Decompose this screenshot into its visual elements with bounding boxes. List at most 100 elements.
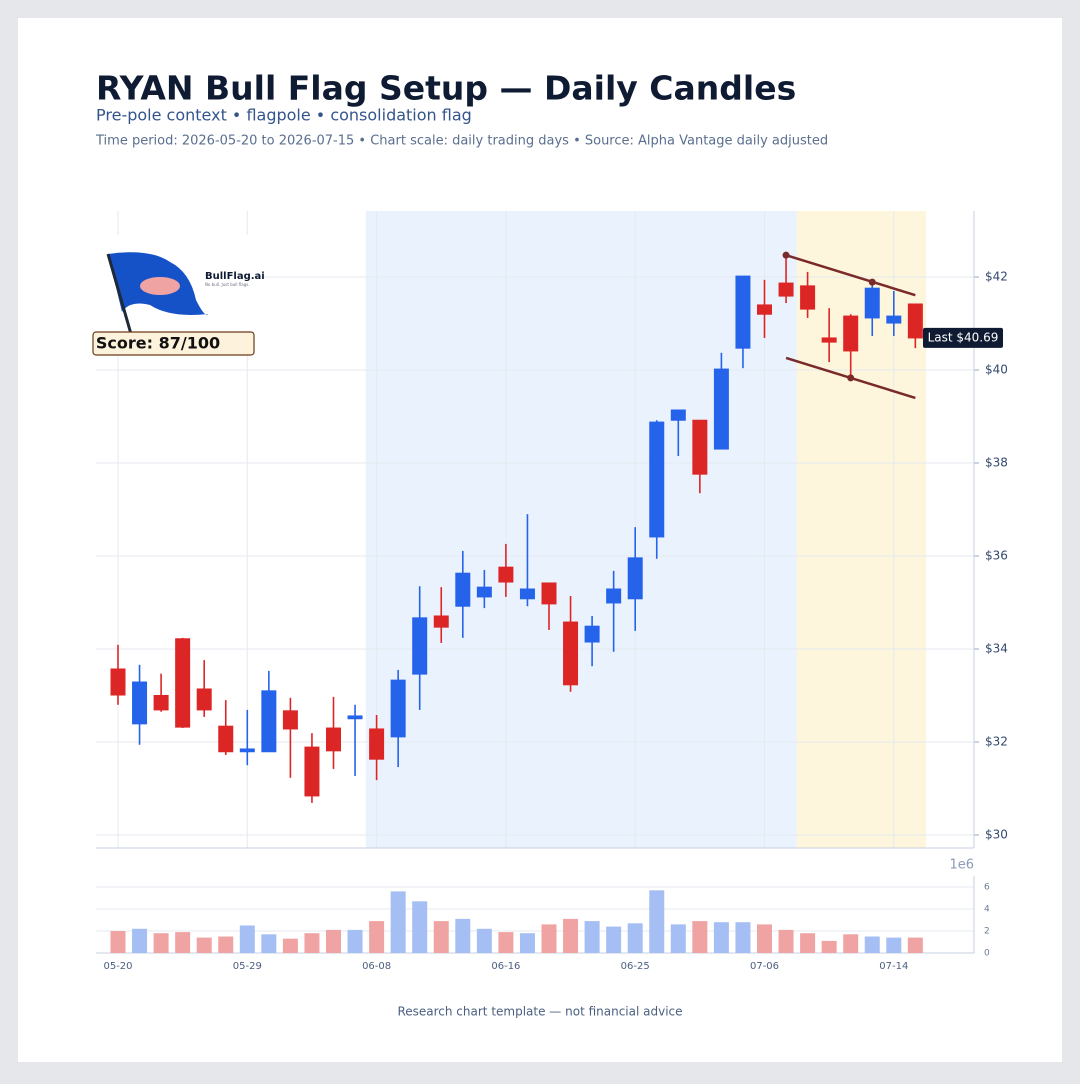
- candle-body: [175, 638, 191, 728]
- x-tick-label: 06-16: [491, 961, 520, 972]
- score-badge: [92, 331, 255, 356]
- x-tick-label: 05-29: [233, 961, 262, 972]
- volume-bar: [239, 925, 255, 953]
- volume-bar: [584, 921, 600, 953]
- volume-bar: [498, 932, 514, 953]
- x-tick-label: 07-14: [879, 961, 908, 972]
- candle-body: [282, 710, 298, 730]
- volume-bar: [519, 933, 535, 953]
- volume-bar: [563, 918, 579, 953]
- candle-body: [132, 681, 148, 725]
- region: [796, 211, 927, 848]
- x-tick-label: 06-08: [362, 961, 391, 972]
- candle-body: [326, 727, 341, 752]
- candle-body: [563, 621, 579, 686]
- candle-body: [843, 315, 859, 352]
- volume-bar: [821, 940, 837, 953]
- volume-bar: [326, 929, 341, 953]
- volume-bar: [670, 924, 686, 953]
- candle-body: [757, 304, 772, 315]
- candle-body: [153, 694, 169, 711]
- volume-bar: [196, 937, 212, 953]
- y-tick-label: 4: [984, 905, 990, 915]
- candle-body: [606, 588, 622, 604]
- volume-plot: 1e6 0 2 4 6 05-20 05-29 06-08 06-16 06-25 07-06 07-…: [96, 858, 990, 972]
- volume-bar: [627, 923, 643, 953]
- candle-body: [433, 615, 449, 628]
- candle-body: [476, 586, 492, 598]
- candle-body: [412, 617, 428, 675]
- candle-body: [649, 421, 665, 538]
- volume-bar: [261, 934, 277, 953]
- volume-bar: [175, 932, 191, 953]
- volume-bar: [649, 890, 665, 953]
- candle-body: [519, 588, 535, 600]
- x-tick-label: 06-25: [621, 961, 650, 972]
- y-tick-label: 6: [984, 883, 990, 893]
- volume-bar: [757, 924, 772, 953]
- volume-bar: [153, 933, 169, 953]
- candle-body: [800, 285, 816, 310]
- volume-bar: [864, 936, 880, 953]
- y-tick-label: 0: [984, 949, 990, 959]
- candle-body: [886, 315, 902, 324]
- logo-tagline: No bull. Just bull flags.: [205, 282, 250, 287]
- volume-bar: [606, 926, 622, 953]
- volume-bar: [110, 931, 126, 953]
- price-plot: $30 $32 $34 $36 $38 $40 $42 Last $40.69: [96, 211, 1008, 849]
- candle-body: [627, 557, 643, 600]
- volume-bar: [412, 901, 428, 953]
- volume-bar: [390, 891, 406, 953]
- volume-bar: [907, 937, 923, 953]
- candle-body: [347, 715, 363, 720]
- volume-bar: [735, 922, 751, 953]
- y-tick-label: $32: [985, 734, 1008, 748]
- candle-body: [196, 688, 212, 711]
- logo: BullFlag.ai No bull. Just bull flags.: [96, 235, 265, 335]
- chart-subtitle: Pre-pole context • flagpole • consolidat…: [96, 106, 472, 125]
- candle-body: [821, 337, 837, 343]
- logo-bull: [140, 277, 180, 295]
- y-tick-label: $34: [985, 641, 1008, 655]
- offset-label: 1e6: [949, 858, 974, 873]
- candle-body: [369, 728, 385, 760]
- trendline-touch: [868, 278, 876, 286]
- candle-body: [110, 668, 126, 696]
- candle-body: [455, 572, 471, 607]
- candle-body: [390, 679, 406, 738]
- x-tick-label: 07-06: [750, 961, 779, 972]
- candle-body: [218, 725, 234, 753]
- candle-body: [239, 748, 255, 753]
- y-tick-label: $42: [985, 270, 1008, 284]
- trendline-touch: [847, 374, 855, 382]
- volume-bar: [476, 928, 492, 953]
- volume-bar: [800, 933, 816, 953]
- score-label: Score: 87/100: [96, 334, 220, 353]
- volume-bar: [218, 936, 234, 953]
- last-price-box: [923, 327, 1003, 348]
- y-tick-label: 2: [984, 927, 990, 937]
- volume-bar: [304, 933, 320, 953]
- volume-bar: [886, 937, 902, 953]
- candle-body: [584, 625, 600, 643]
- volume-bar: [541, 924, 557, 953]
- volume-bar: [369, 921, 385, 953]
- candle-body: [692, 419, 708, 475]
- chart-title: RYAN Bull Flag Setup — Daily Candles: [96, 69, 796, 108]
- y-tick-label: $30: [985, 827, 1008, 841]
- candle-body: [670, 409, 686, 421]
- volume-bar: [713, 922, 729, 953]
- volume-bar: [778, 929, 794, 953]
- candle-body: [864, 287, 880, 319]
- trendline-touch: [782, 251, 790, 259]
- candle-body: [713, 368, 729, 450]
- candle-body: [541, 582, 557, 605]
- volume-bar: [433, 921, 449, 953]
- logo-pole: [106, 253, 133, 335]
- last-price-label: Last $40.69: [928, 330, 999, 344]
- volume-bar: [132, 928, 148, 953]
- candle-body: [778, 282, 794, 297]
- volume-bar: [843, 934, 859, 953]
- footer: Research chart template — not financial …: [397, 1005, 682, 1019]
